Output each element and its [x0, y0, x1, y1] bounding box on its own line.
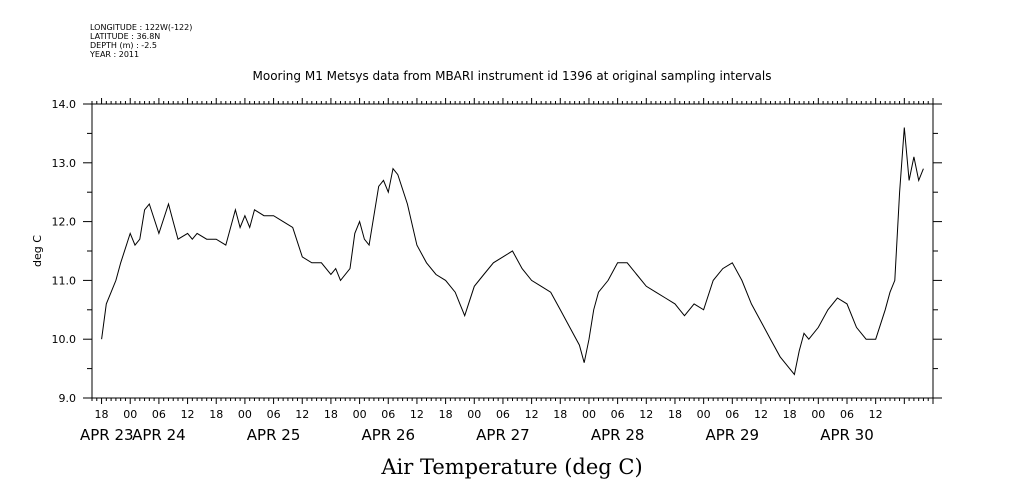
y-tick-label: 9.0 — [59, 392, 77, 405]
year-text: YEAR : 2011 — [89, 50, 139, 59]
x-hour-tick-label: 06 — [267, 408, 281, 421]
x-date-label: APR 24 — [132, 426, 186, 444]
x-hour-tick-label: 06 — [611, 408, 625, 421]
x-hour-tick-label: 12 — [181, 408, 195, 421]
x-hour-tick-label: 06 — [725, 408, 739, 421]
x-hour-tick-label: 18 — [209, 408, 223, 421]
x-hour-tick-label: 12 — [639, 408, 653, 421]
x-hour-tick-label: 06 — [381, 408, 395, 421]
x-hour-tick-label: 18 — [439, 408, 453, 421]
y-axis-label: deg C — [31, 235, 44, 267]
y-tick-label: 12.0 — [52, 216, 77, 229]
y-tick-label: 14.0 — [52, 98, 77, 111]
x-hour-tick-label: 00 — [811, 408, 825, 421]
x-date-label: APR 27 — [476, 426, 530, 444]
longitude-text: LONGITUDE : 122W(-122) — [90, 23, 192, 32]
x-hour-tick-label: 00 — [697, 408, 711, 421]
x-hour-tick-label: 18 — [668, 408, 682, 421]
x-hour-tick-label: 18 — [783, 408, 797, 421]
x-hour-tick-label: 00 — [582, 408, 596, 421]
chart-title: Mooring M1 Metsys data from MBARI instru… — [253, 69, 772, 83]
latitude-text: LATITUDE : 36.8N — [90, 32, 160, 41]
x-date-label: APR 29 — [706, 426, 760, 444]
x-hour-tick-label: 06 — [152, 408, 166, 421]
x-hour-tick-label: 12 — [295, 408, 309, 421]
x-hour-tick-label: 00 — [123, 408, 137, 421]
x-hour-tick-label: 12 — [410, 408, 424, 421]
x-date-label: APR 26 — [361, 426, 415, 444]
y-tick-label: 13.0 — [52, 157, 77, 170]
x-date-label: APR 28 — [591, 426, 645, 444]
x-date-label: APR 23 — [80, 426, 134, 444]
x-hour-tick-label: 18 — [324, 408, 338, 421]
x-hour-tick-label: 00 — [467, 408, 481, 421]
x-hour-tick-label: 12 — [525, 408, 539, 421]
y-tick-label: 11.0 — [52, 274, 77, 287]
x-hour-tick-label: 00 — [353, 408, 367, 421]
x-hour-tick-label: 18 — [553, 408, 567, 421]
x-hour-tick-label: 12 — [754, 408, 768, 421]
x-hour-tick-label: 06 — [840, 408, 854, 421]
x-date-label: APR 25 — [247, 426, 301, 444]
air-temperature-series-line — [101, 127, 924, 376]
metadata-block: LONGITUDE : 122W(-122) LATITUDE : 36.8N … — [89, 23, 192, 59]
x-hour-tick-label: 12 — [869, 408, 883, 421]
x-hour-tick-label: 18 — [95, 408, 109, 421]
x-axis-label: Air Temperature (deg C) — [380, 455, 642, 479]
y-tick-label: 10.0 — [52, 333, 77, 346]
x-hour-tick-label: 00 — [238, 408, 252, 421]
depth-text: DEPTH (m) : -2.5 — [90, 41, 157, 50]
x-hour-tick-label: 06 — [496, 408, 510, 421]
x-date-label: APR 30 — [820, 426, 874, 444]
